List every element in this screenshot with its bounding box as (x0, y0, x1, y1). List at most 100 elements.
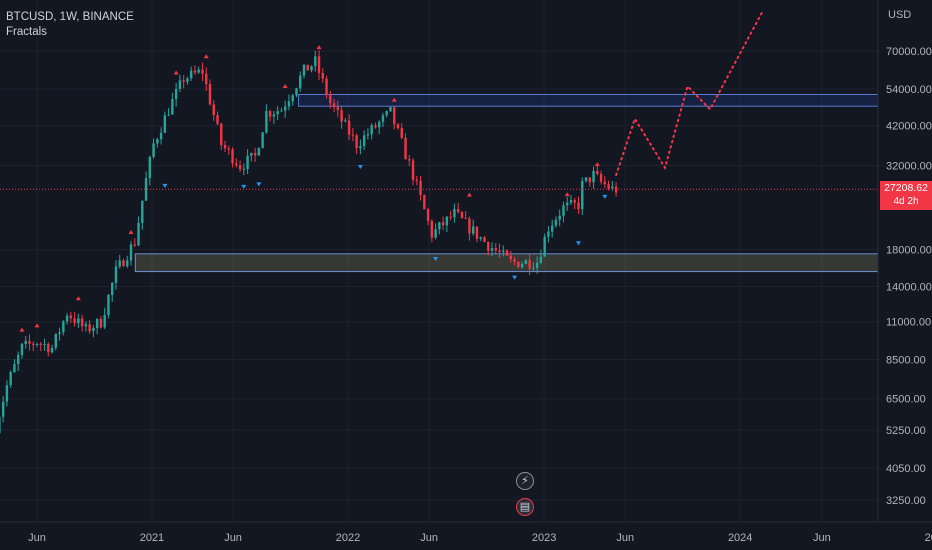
candle-down (464, 217, 467, 219)
candle-down (408, 159, 411, 161)
time-tick-label: Jun (813, 532, 831, 544)
candle-down (220, 123, 223, 145)
candle-down (456, 209, 460, 213)
candle-up (242, 169, 246, 171)
candle-down (351, 134, 355, 136)
fractals (19, 45, 608, 332)
candle-up (377, 121, 381, 128)
candle-up (370, 125, 373, 135)
candle-up (434, 229, 437, 238)
fractal-up-marker (564, 192, 570, 197)
candle-up (92, 328, 95, 332)
candle-up (16, 354, 20, 365)
candle-up (362, 135, 366, 147)
fractal-up-marker (34, 323, 40, 328)
candle-up (581, 180, 584, 210)
candle-down (374, 125, 377, 128)
candle-up (171, 99, 174, 115)
candle-down (321, 73, 324, 79)
candle-down (498, 250, 501, 253)
candle-up (141, 200, 144, 223)
candle-down (509, 255, 513, 260)
candle-up (62, 321, 65, 333)
candle-up (250, 152, 253, 156)
fractal-down-marker (357, 165, 363, 170)
candle-up (438, 222, 441, 230)
candle-up (359, 146, 362, 149)
candle-down (505, 250, 509, 256)
candle-up (95, 318, 99, 329)
candle-up (310, 66, 313, 71)
candle-up (539, 256, 543, 263)
time-tick-label: Jun (420, 532, 438, 544)
candle-up (479, 237, 482, 239)
candle-up (291, 95, 294, 102)
price-tick-label: 54000.00 (886, 84, 932, 96)
last-price-tag: 27208.62 4d 2h (880, 181, 932, 210)
candle-down (39, 343, 42, 345)
candle-up (186, 78, 189, 82)
time-tick-label: 2021 (140, 532, 164, 544)
candle-down (99, 318, 103, 328)
candle-up (295, 88, 298, 96)
candle-up (558, 215, 561, 220)
candle-up (389, 106, 392, 112)
candle-down (268, 111, 272, 117)
fractal-up-marker (75, 296, 81, 301)
candle-down (573, 200, 576, 203)
candle-down (603, 181, 607, 185)
fractal-down-marker (512, 275, 518, 280)
candle-up (103, 314, 106, 328)
fractal-up-marker (19, 327, 25, 332)
fractal-down-marker (602, 194, 608, 199)
candle-up (107, 294, 110, 315)
price-tick-label: 6500.00 (886, 394, 926, 406)
candle-up (566, 202, 569, 206)
fractal-up-marker (282, 83, 288, 88)
candle-up (532, 267, 535, 269)
price-tick-label: 5250.00 (886, 425, 926, 437)
candle-down (336, 106, 340, 110)
fractal-down-marker (162, 183, 168, 188)
symbol-title[interactable]: BTCUSD, 1W, BINANCE (6, 11, 134, 23)
candle-up (257, 148, 261, 156)
candle-up (114, 266, 118, 283)
fractal-up-marker (203, 54, 209, 59)
candle-up (54, 333, 58, 348)
candle-down (212, 104, 215, 116)
candle-up (152, 143, 155, 157)
candle-up (520, 263, 524, 268)
candle-down (205, 73, 208, 85)
time-tick-label: 2025 (925, 532, 932, 544)
candle-down (423, 195, 426, 210)
candle-up (5, 385, 9, 402)
candle-up (592, 170, 595, 183)
projection (615, 10, 764, 176)
candle-down (88, 324, 91, 332)
candle-down (426, 209, 430, 221)
earnings-lightning-icon[interactable]: ⚡ (516, 472, 534, 490)
candle-up (445, 216, 449, 226)
candle-down (238, 165, 242, 170)
time-tick-label: Jun (616, 532, 634, 544)
candle-up (1, 401, 5, 417)
candle-up (502, 250, 505, 253)
time-tick-label: 2023 (532, 532, 556, 544)
time-tick-label: 2022 (336, 532, 360, 544)
currency-label[interactable]: USD (888, 9, 912, 21)
us-flag-event-icon[interactable]: ▤ (516, 498, 534, 516)
price-axis[interactable]: 70000.00 54000.00 42000.00 32000.00 18000.00… (877, 0, 932, 522)
price-tick-label: 3250.00 (886, 495, 926, 507)
candle-up (246, 155, 249, 170)
candle-down (494, 248, 497, 251)
candle-up (118, 260, 121, 267)
indicator-label[interactable]: Fractals (6, 26, 47, 38)
time-tick-label: Jun (224, 532, 242, 544)
fractal-down-marker (575, 241, 581, 246)
candle-up (280, 110, 283, 112)
time-axis[interactable]: Jun2021Jun2022Jun2023Jun2024Jun2025Jun (0, 521, 932, 544)
candle-down (28, 340, 31, 344)
candle-down (415, 179, 419, 181)
